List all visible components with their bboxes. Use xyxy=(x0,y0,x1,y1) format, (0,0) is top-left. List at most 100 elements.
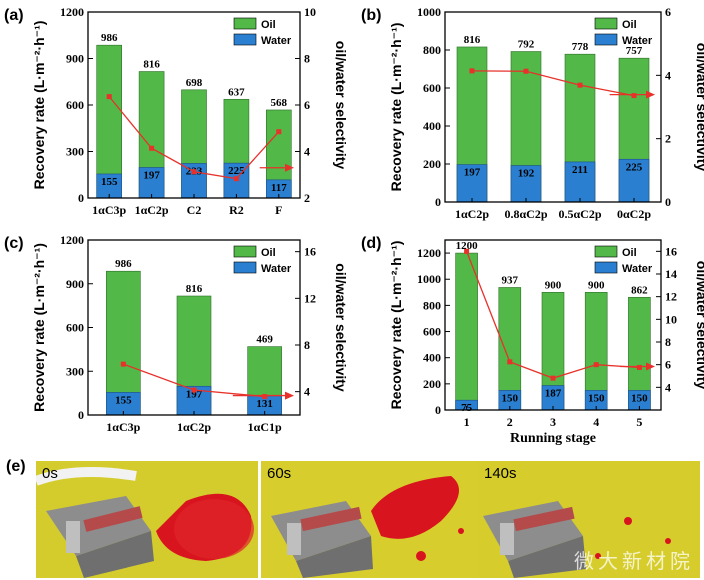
bar-water xyxy=(456,164,488,203)
y-tick-label: 1200 xyxy=(60,5,84,19)
y2-tick-label: 8 xyxy=(665,335,671,349)
selectivity-point xyxy=(149,145,155,151)
legend-label: Oil xyxy=(261,247,276,259)
y2-axis-label: oil/water selectivity xyxy=(333,41,349,170)
data-label-oil: 900 xyxy=(545,279,562,291)
panel-label: (a) xyxy=(4,7,24,24)
y2-axis-label: oil/water selectivity xyxy=(694,43,704,172)
legend-swatch xyxy=(233,245,257,258)
selectivity-point xyxy=(631,93,637,99)
data-label-oil: 862 xyxy=(631,284,648,296)
selectivity-point xyxy=(276,129,282,135)
selectivity-point xyxy=(191,169,197,175)
y2-axis-label: oil/water selectivity xyxy=(333,263,349,392)
x-tick-label: 3 xyxy=(550,415,556,429)
selectivity-point xyxy=(577,82,583,88)
data-label-oil: 986 xyxy=(101,32,118,44)
skimmer-device-image xyxy=(478,461,700,578)
y2-tick-label: 2 xyxy=(304,191,310,205)
legend-swatch xyxy=(233,17,257,30)
selectivity-point xyxy=(507,359,513,365)
x-tick-label: 5 xyxy=(636,415,642,429)
selectivity-point xyxy=(550,375,556,381)
y2-tick-label: 6 xyxy=(665,5,671,19)
data-label-water: 211 xyxy=(572,164,588,176)
y-tick-label: 400 xyxy=(423,351,441,365)
data-label-oil: 816 xyxy=(143,59,160,71)
y-tick-label: 800 xyxy=(423,298,441,312)
axis-arrow-head xyxy=(285,163,294,172)
data-label-water: 197 xyxy=(464,167,481,179)
data-label-water: 187 xyxy=(545,388,562,400)
bar-water xyxy=(564,161,596,203)
skimmer-device-image xyxy=(36,461,258,578)
data-label-oil: 568 xyxy=(271,97,288,109)
data-label-oil: 469 xyxy=(256,334,273,346)
legend-label: Water xyxy=(261,263,292,275)
y2-tick-label: 6 xyxy=(665,358,671,372)
y-axis-label: Recovery rate (L·m⁻²·h⁻¹) xyxy=(388,23,404,192)
bar-water xyxy=(510,165,542,203)
y2-tick-label: 2 xyxy=(665,132,671,146)
data-label-oil: 637 xyxy=(228,86,245,98)
y2-tick-label: 4 xyxy=(665,68,671,82)
watermark: 微大新材院 xyxy=(574,549,694,573)
data-label-oil: 900 xyxy=(588,279,605,291)
y2-tick-label: 10 xyxy=(304,5,316,19)
bar-oil xyxy=(455,252,478,411)
x-axis-label: Running stage xyxy=(510,431,596,446)
selectivity-point xyxy=(120,361,126,367)
legend-swatch xyxy=(594,261,618,274)
y-tick-label: 400 xyxy=(423,119,441,133)
photo-140s: 140s 微大新材院 xyxy=(478,461,700,578)
y-tick-label: 0 xyxy=(78,408,84,422)
y2-tick-label: 4 xyxy=(665,380,671,394)
bar-water xyxy=(181,163,207,199)
legend-swatch xyxy=(233,33,257,46)
selectivity-line xyxy=(471,70,635,97)
y2-axis-label: oil/water selectivity xyxy=(694,261,704,390)
data-label-water: 117 xyxy=(271,182,287,194)
selectivity-point xyxy=(636,365,642,370)
data-label-oil: 986 xyxy=(115,258,132,270)
y-tick-label: 200 xyxy=(423,157,441,171)
y-tick-label: 0 xyxy=(78,191,84,205)
data-label-water: 150 xyxy=(631,392,648,404)
data-label-oil: 778 xyxy=(572,41,589,53)
y2-tick-label: 8 xyxy=(304,52,310,66)
x-tick-label: 1 xyxy=(464,415,470,429)
x-tick-label: 0.8αC2p xyxy=(504,207,547,221)
legend-swatch xyxy=(594,245,618,258)
y2-tick-label: 4 xyxy=(304,145,310,159)
y-tick-label: 600 xyxy=(423,81,441,95)
data-label-water: 225 xyxy=(626,161,643,173)
figure-charts: (a)9868166986375681551972232251170300600… xyxy=(4,5,704,446)
y2-tick-label: 4 xyxy=(304,385,310,399)
time-label-0s: 0s xyxy=(42,465,58,482)
data-label-water: 155 xyxy=(101,176,118,188)
y-tick-label: 600 xyxy=(66,321,84,335)
y-tick-label: 300 xyxy=(66,364,84,378)
data-label-oil: 792 xyxy=(518,39,535,51)
skimmer-device-image xyxy=(261,461,483,578)
legend-label: Oil xyxy=(622,19,637,31)
panel-label: (d) xyxy=(361,235,381,252)
y-tick-label: 200 xyxy=(423,377,441,391)
y2-tick-label: 10 xyxy=(665,312,677,326)
y-tick-label: 1200 xyxy=(417,246,441,260)
axis-arrow-head xyxy=(285,391,294,400)
bar-water xyxy=(618,158,650,203)
y-axis-label: Recovery rate (L·m⁻²·h⁻¹) xyxy=(31,243,47,412)
data-label-water: 131 xyxy=(256,398,273,410)
time-label-140s: 140s xyxy=(484,465,517,482)
y2-tick-label: 16 xyxy=(304,245,316,259)
x-tick-label: R2 xyxy=(229,203,244,217)
x-tick-label: 0.5αC2p xyxy=(558,207,601,221)
y-tick-label: 800 xyxy=(423,43,441,57)
x-tick-label: 1αC1p xyxy=(248,420,282,434)
selectivity-point xyxy=(523,68,529,74)
y-tick-label: 900 xyxy=(66,277,84,291)
legend-label: Water xyxy=(622,35,653,47)
bar-oil xyxy=(106,270,141,416)
